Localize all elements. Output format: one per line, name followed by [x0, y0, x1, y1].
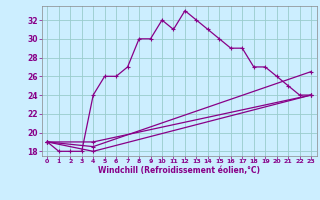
X-axis label: Windchill (Refroidissement éolien,°C): Windchill (Refroidissement éolien,°C)	[98, 166, 260, 175]
